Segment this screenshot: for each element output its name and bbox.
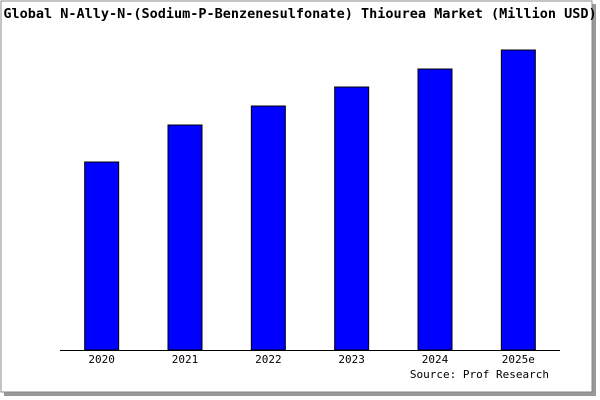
bar (417, 68, 453, 351)
bar (500, 49, 536, 351)
x-tick-label: 2025e (502, 353, 535, 366)
source: Source: Prof Research (410, 368, 549, 381)
x-tick-label: 2024 (422, 353, 449, 366)
x-tick-label: 2023 (338, 353, 365, 366)
x-tick-label: 2022 (255, 353, 282, 366)
x-tick-label: 2020 (88, 353, 115, 366)
bar (167, 124, 203, 351)
bar (250, 105, 286, 351)
chart-title: Global N-Ally-N-(Sodium-P-Benzenesulfona… (3, 6, 596, 22)
bar (84, 161, 120, 351)
bar (334, 86, 370, 351)
x-tick-label: 2021 (172, 353, 199, 366)
